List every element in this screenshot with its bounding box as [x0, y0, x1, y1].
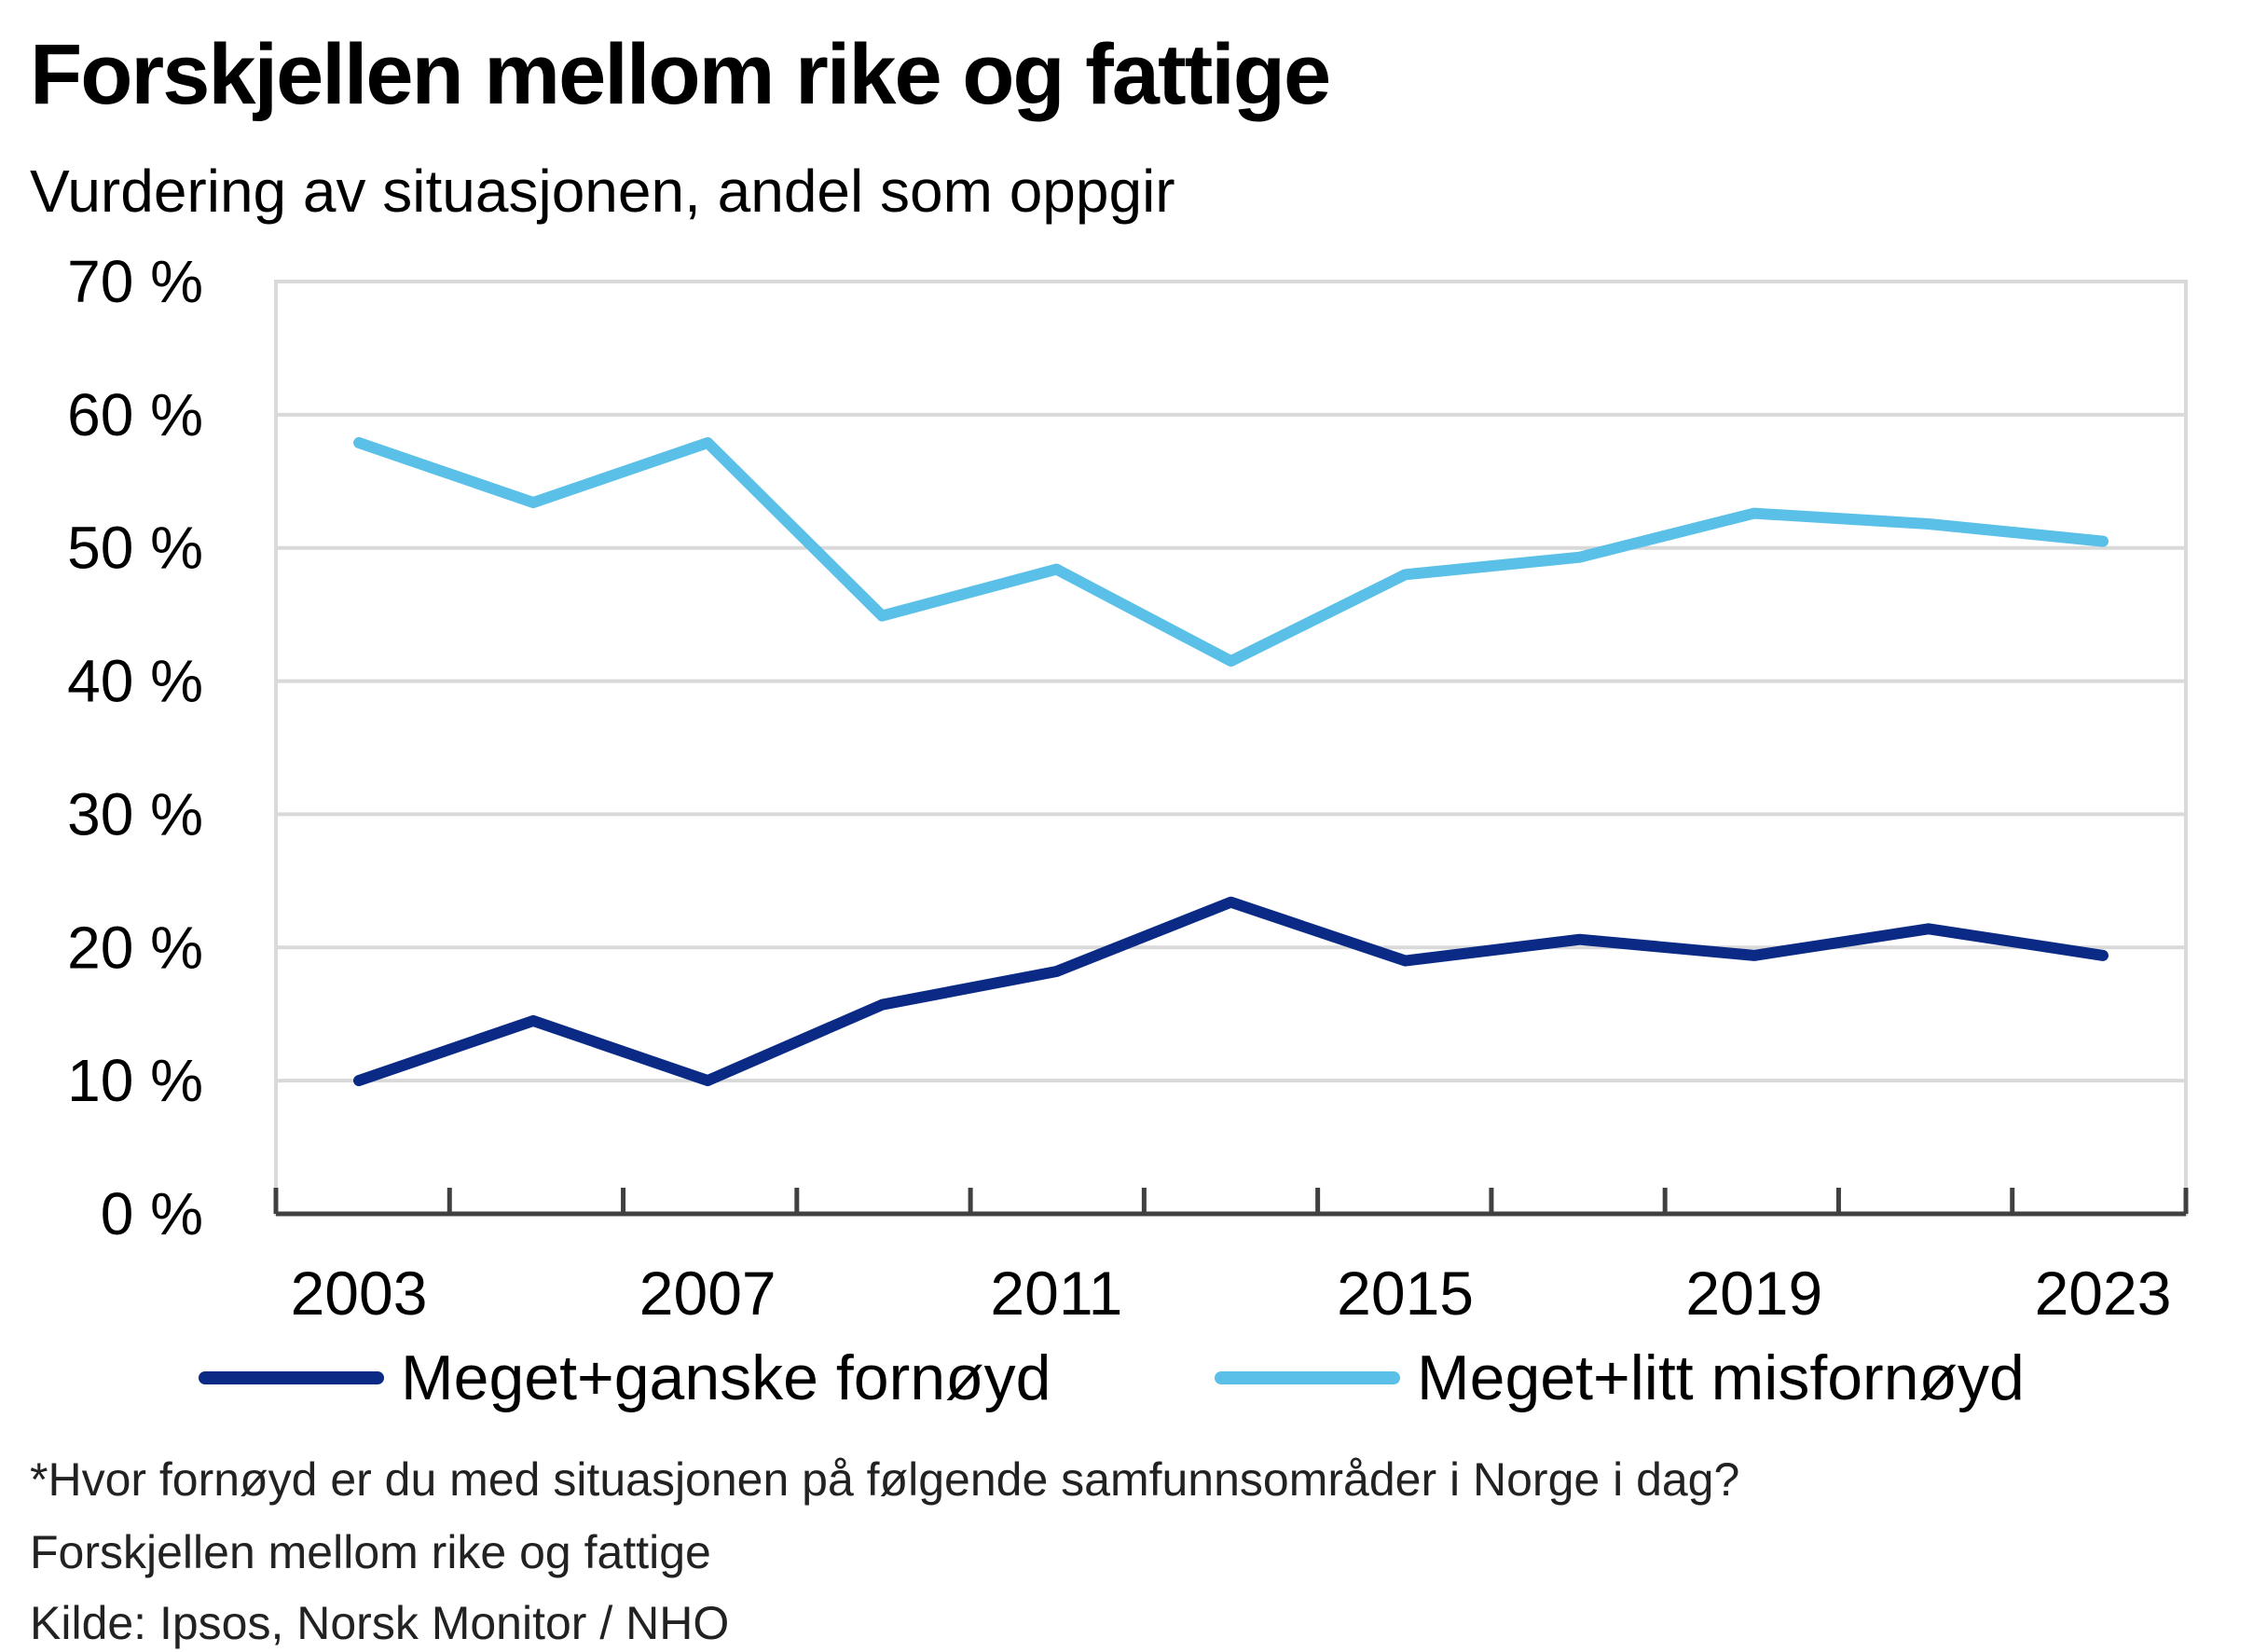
footnote-topic: Forskjellen mellom rike og fattige	[30, 1526, 711, 1578]
y-tick-label: 70 %	[67, 248, 203, 315]
legend-label: Meget+litt misfornøyd	[1417, 1342, 2025, 1413]
y-tick-label: 20 %	[67, 914, 203, 981]
x-tick-label: 2011	[990, 1259, 1122, 1328]
y-tick-label: 0 %	[101, 1180, 203, 1247]
x-tick-label: 2019	[1685, 1259, 1822, 1328]
x-tick-label: 2003	[291, 1259, 428, 1328]
x-tick-label: 2023	[2035, 1259, 2172, 1328]
y-tick-label: 60 %	[67, 381, 203, 448]
gridlines	[274, 280, 2188, 1216]
footnote-source: Kilde: Ipsos, Norsk Monitor / NHO	[30, 1597, 730, 1649]
chart-title: Forskjellen mellom rike og fattige	[30, 27, 1331, 122]
y-tick-label: 10 %	[67, 1047, 203, 1114]
chart-subtitle: Vurdering av situasjonen, andel som oppg…	[30, 158, 1175, 225]
legend: Meget+ganske fornøyd Meget+litt misfornøy…	[199, 1342, 2025, 1413]
y-tick-label: 40 %	[67, 648, 203, 715]
line-chart: 0 % 10 % 20 % 30 % 40 % 50 % 60 % 70 % 2003 2007…	[67, 248, 2189, 1413]
x-axis-tick-labels: 2003 2007 2011 2015 2019 2023	[291, 1259, 2172, 1328]
series-line-fornoyd	[353, 896, 2109, 1087]
series-line-misfornoyd	[353, 436, 2109, 668]
y-tick-label: 30 %	[67, 780, 203, 847]
series-lines	[353, 436, 2109, 1087]
legend-label: Meget+ganske fornøyd	[401, 1342, 1051, 1413]
x-tick-label: 2015	[1337, 1259, 1474, 1328]
x-tick-label: 2007	[639, 1259, 776, 1328]
footnote-question: *Hvor fornøyd er du med situasjonen på f…	[30, 1453, 1740, 1506]
y-tick-label: 50 %	[67, 515, 203, 582]
plot-area-border	[274, 280, 2188, 1216]
x-axis	[273, 1188, 2189, 1217]
y-axis-tick-labels: 0 % 10 % 20 % 30 % 40 % 50 % 60 % 70 %	[67, 248, 203, 1247]
